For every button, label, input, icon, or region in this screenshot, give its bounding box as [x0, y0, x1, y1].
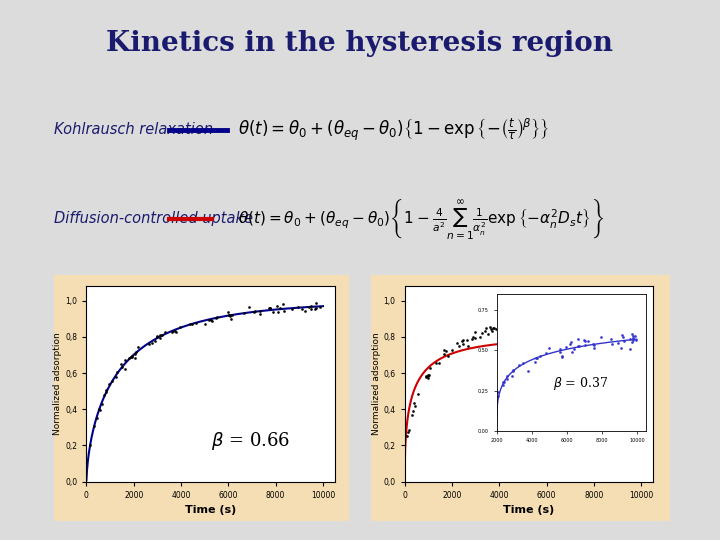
X-axis label: Time (s): Time (s) [503, 505, 554, 515]
Text: $\beta$ = 0.66: $\beta$ = 0.66 [210, 430, 289, 453]
Y-axis label: Normalized adsorption: Normalized adsorption [372, 333, 381, 435]
Text: Kohlrausch relaxation: Kohlrausch relaxation [54, 122, 213, 137]
Y-axis label: Normalized adsorption: Normalized adsorption [53, 333, 63, 435]
Text: $\theta(t) = \theta_0 + \left(\theta_{eq} - \theta_0\right)\left\{1 - \frac{4}{a: $\theta(t) = \theta_0 + \left(\theta_{eq… [238, 196, 604, 241]
Text: Diffusion-controlled uptake: Diffusion-controlled uptake [54, 211, 253, 226]
Text: Kinetics in the hysteresis region: Kinetics in the hysteresis region [107, 30, 613, 57]
X-axis label: Time (s): Time (s) [185, 505, 236, 515]
FancyBboxPatch shape [371, 275, 670, 521]
Text: $\theta(t) = \theta_0 + (\theta_{eq} - \theta_0)\left\{1 - \exp\left\{-\left(\fr: $\theta(t) = \theta_0 + (\theta_{eq} - \… [238, 116, 549, 143]
FancyBboxPatch shape [54, 275, 349, 521]
